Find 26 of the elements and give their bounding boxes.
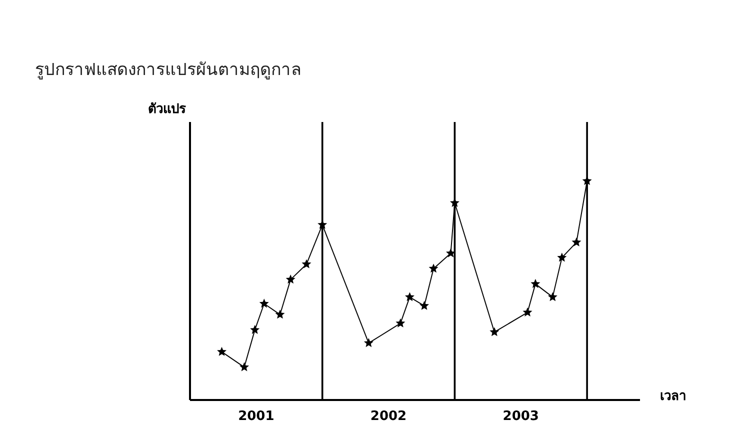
point bbox=[404, 292, 414, 302]
point bbox=[420, 300, 430, 310]
point bbox=[428, 264, 438, 273]
chart-title: รูปกราฟแสดงการแปรผันตามฤดูกาล bbox=[35, 60, 301, 80]
point bbox=[572, 237, 582, 246]
point bbox=[250, 324, 260, 334]
point bbox=[530, 278, 540, 288]
point bbox=[240, 362, 250, 372]
y-axis-title: ตัวแปร bbox=[148, 102, 186, 117]
x-tick-label: 2002 bbox=[370, 409, 407, 424]
point bbox=[490, 327, 500, 336]
point bbox=[286, 274, 296, 284]
point bbox=[582, 176, 592, 186]
point bbox=[259, 298, 269, 308]
x-axis-title: เวลา bbox=[660, 389, 686, 404]
point bbox=[548, 292, 558, 302]
point bbox=[364, 338, 374, 348]
point bbox=[302, 259, 312, 268]
x-tick-label: 2001 bbox=[238, 409, 274, 424]
point bbox=[446, 248, 456, 258]
point bbox=[396, 318, 406, 328]
x-tick-label: 2003 bbox=[502, 409, 539, 424]
point bbox=[275, 310, 285, 319]
point bbox=[557, 252, 567, 262]
point bbox=[522, 307, 532, 316]
point bbox=[217, 346, 227, 356]
